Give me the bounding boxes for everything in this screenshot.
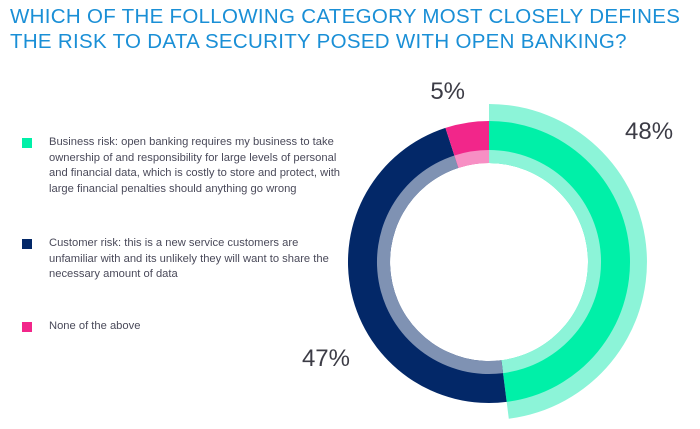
donut-slice-inner-band-business-risk [489,149,602,374]
legend-item-customer-risk: Customer risk: this is a new service cus… [22,236,342,283]
donut-highlight-business-risk [489,104,647,419]
legend-item-none-of-the-above: None of the above [22,319,342,335]
percent-label-customer-risk: 47% [302,345,350,372]
donut-percent-labels: 48% 47% 5% [302,78,673,372]
percent-label-business-risk: 48% [625,118,673,145]
donut-slices [347,121,631,404]
donut-slice-inner-band-none-of-the-above [454,150,489,168]
legend-swatch-none-of-the-above [22,322,32,332]
chart-title: WHICH OF THE FOLLOWING CATEGORY MOST CLO… [10,5,681,53]
donut-accent-rings [489,104,647,419]
legend-swatch-customer-risk [22,239,32,249]
legend-item-business-risk: Business risk: open banking requires my … [22,135,342,197]
legend-label-business-risk: Business risk: open banking requires my … [49,136,341,195]
legend-label-customer-risk: Customer risk: this is a new service cus… [49,237,329,280]
percent-label-none-of-the-above: 5% [430,78,465,105]
legend-label-none-of-the-above: None of the above [49,320,141,332]
donut-slice-customer-risk [347,127,507,404]
donut-slice-business-risk [489,121,631,402]
legend-swatch-business-risk [22,138,32,148]
